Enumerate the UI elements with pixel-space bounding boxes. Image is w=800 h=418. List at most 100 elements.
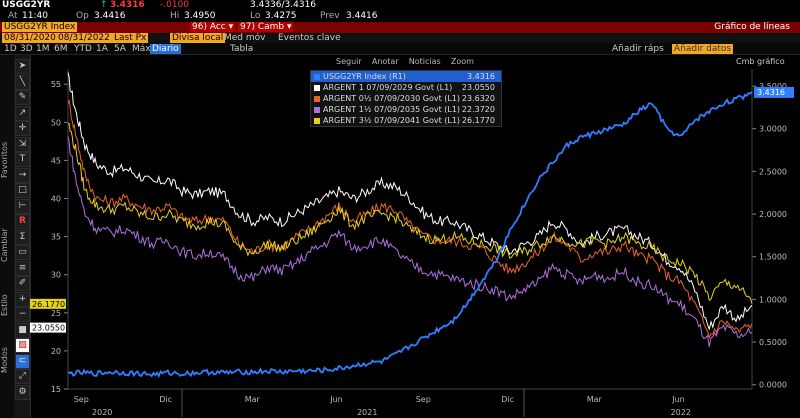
ticker-symbol: USGG2YR	[2, 0, 51, 10]
series-line-2	[67, 122, 753, 304]
measure-icon[interactable]: ⇲	[15, 136, 30, 152]
ruler-icon[interactable]: ⊢	[15, 198, 30, 214]
period-5a[interactable]: 5A	[114, 44, 126, 54]
currency-select[interactable]: Divisa local	[170, 33, 226, 43]
date-from-field[interactable]: 08/31/2020	[2, 33, 58, 43]
chart-options-button[interactable]: Cmb gráfico	[736, 57, 785, 66]
series-line-3	[67, 136, 753, 347]
legend-value: 23.0550	[461, 83, 495, 92]
date-to-field[interactable]: 08/31/2022	[56, 33, 112, 43]
crosshair-icon[interactable]: ✛	[15, 121, 30, 136]
legend-swatch	[314, 117, 320, 124]
hi-value: 3.4950	[184, 11, 216, 21]
text-icon[interactable]: T	[15, 152, 30, 167]
legend-entry[interactable]: ARGENT 1 07/09/2029 Govt (L1) 23.0550	[311, 82, 501, 93]
legend-entry[interactable]: ARGENT 3½ 07/09/2041 Govt (L1) 26.1770	[311, 115, 501, 126]
style-square-icon[interactable]: ■	[15, 322, 30, 338]
pencil-icon[interactable]: ✐	[15, 276, 30, 291]
ray-icon[interactable]: ↗	[15, 105, 30, 121]
x-tick-label: Jun	[671, 395, 685, 404]
security-field[interactable]: USGG2YR Index	[2, 22, 78, 32]
x-tick-label: Dic	[501, 395, 514, 404]
hi-label: Hi	[170, 11, 180, 21]
y-left-tick-label: 30	[51, 271, 61, 280]
right-value-tag	[754, 86, 794, 98]
y-right-tick-label: 1.0000	[759, 295, 787, 304]
legend-label: ARGENT 1½ 07/09/2035 Govt (L1)	[323, 105, 461, 114]
zoom-out-icon[interactable]: −	[15, 307, 30, 322]
interval-select[interactable]: Diario	[150, 44, 181, 54]
add-quick-button[interactable]: Añadir ráps	[612, 44, 664, 54]
x-tick-label: Mar	[587, 395, 603, 404]
expand-icon[interactable]: ⤢	[15, 369, 30, 384]
at-time: 11:40	[22, 11, 48, 21]
legend-swatch	[314, 95, 320, 102]
x-tick-label: Jun	[329, 395, 343, 404]
rectangle-icon[interactable]: ▭	[15, 245, 30, 260]
sigma-icon[interactable]: Σ	[15, 229, 30, 245]
brush-icon[interactable]: ✎	[15, 90, 30, 105]
x-tick-label: Dic	[159, 395, 172, 404]
period-1m[interactable]: 1M	[36, 44, 50, 54]
legend-entry[interactable]: ARGENT 0½ 07/09/2030 Govt (L1) 23.6320	[311, 93, 501, 104]
square-icon[interactable]: □	[15, 183, 30, 198]
chart-legend: USGG2YR Index (R1) 3.4316 ARGENT 1 07/09/2…	[310, 70, 502, 127]
side-panel: Favoritos Cambiar Estilo Modos	[0, 55, 15, 418]
cursor-icon[interactable]: ➤	[15, 59, 30, 74]
legend-swatch	[314, 73, 320, 80]
favorites-label[interactable]: Favoritos	[0, 141, 9, 179]
key-events-toggle[interactable]: Eventos clave	[278, 33, 341, 43]
legend-swatch	[314, 106, 320, 113]
y-right-tick-label: 3.0000	[759, 125, 787, 134]
period-ytd[interactable]: YTD	[74, 44, 92, 54]
field-select[interactable]: Last Px	[112, 33, 149, 43]
left-value-tag	[30, 298, 66, 309]
x-tick-label: Mar	[245, 395, 261, 404]
x-tick-label: Sep	[416, 395, 431, 404]
modes-label[interactable]: Modos	[0, 347, 9, 373]
add-data-field[interactable]: Añadir datos	[672, 44, 734, 54]
zoom-in-icon[interactable]: +	[15, 291, 30, 307]
right-value-tag-text: 3.4316	[757, 88, 785, 97]
legend-entry[interactable]: ARGENT 1½ 07/09/2035 Govt (L1) 22.3720	[311, 104, 501, 115]
legend-entry[interactable]: USGG2YR Index (R1) 3.4316	[311, 71, 501, 82]
magnet-icon[interactable]: ⊂	[15, 353, 30, 369]
left-value-tag-text: 26.1770	[32, 300, 65, 309]
y-right-tick-label: 2.0000	[759, 210, 787, 219]
fib-icon[interactable]: ≡	[15, 260, 30, 276]
follow-button[interactable]: Seguir	[336, 57, 362, 66]
camb-button[interactable]: 97) Camb ▾	[238, 22, 294, 32]
y-left-tick-label: 20	[51, 347, 61, 356]
period-3d[interactable]: 3D	[20, 44, 33, 54]
period-6m[interactable]: 6M	[54, 44, 68, 54]
moving-average-toggle[interactable]: Med móv	[224, 33, 266, 43]
up-arrow-icon: ↑	[100, 0, 108, 10]
y-left-tick-label: 15	[51, 385, 61, 394]
price-chart[interactable]: 15 20 25 30 35 40 45 50 55 0.0000 0.5000 1.0000 1.50…	[30, 55, 800, 418]
range-bar: 08/31/2020 08/31/2022 Last Px Divisa loc…	[0, 33, 800, 43]
y-left-tick-label: 25	[51, 309, 61, 318]
legend-value: 22.3720	[461, 105, 495, 114]
zoom-button[interactable]: Zoom	[450, 57, 474, 66]
legend-swatch	[314, 84, 320, 91]
table-button[interactable]: Tabla	[230, 44, 254, 54]
prev-label: Prev	[320, 11, 340, 21]
annotate-button[interactable]: Anotar	[371, 57, 399, 66]
arrow-icon[interactable]: →	[15, 167, 30, 183]
period-1d[interactable]: 1D	[4, 44, 17, 54]
swatch-icon[interactable]: ▧	[15, 338, 30, 353]
lo-label: Lo	[250, 11, 261, 21]
style-label[interactable]: Estilo	[0, 294, 9, 316]
change-label[interactable]: Cambiar	[0, 228, 9, 262]
legend-label: ARGENT 1 07/09/2029 Govt (L1)	[323, 83, 453, 92]
legend-label: USGG2YR Index (R1)	[323, 72, 406, 81]
period-max[interactable]: Máx	[132, 44, 151, 54]
line-tool-icon[interactable]: ╲	[15, 74, 30, 90]
ticker-bidask: 3.4336/3.4316	[250, 0, 317, 10]
news-button[interactable]: Noticias	[408, 57, 441, 66]
period-1a[interactable]: 1A	[96, 44, 108, 54]
red-r-icon[interactable]: R	[15, 214, 30, 229]
acc-button[interactable]: 96) Acc ▾	[190, 22, 236, 32]
settings-icon[interactable]: ⚙	[15, 384, 30, 400]
y-left-tick-label: 40	[51, 195, 61, 204]
